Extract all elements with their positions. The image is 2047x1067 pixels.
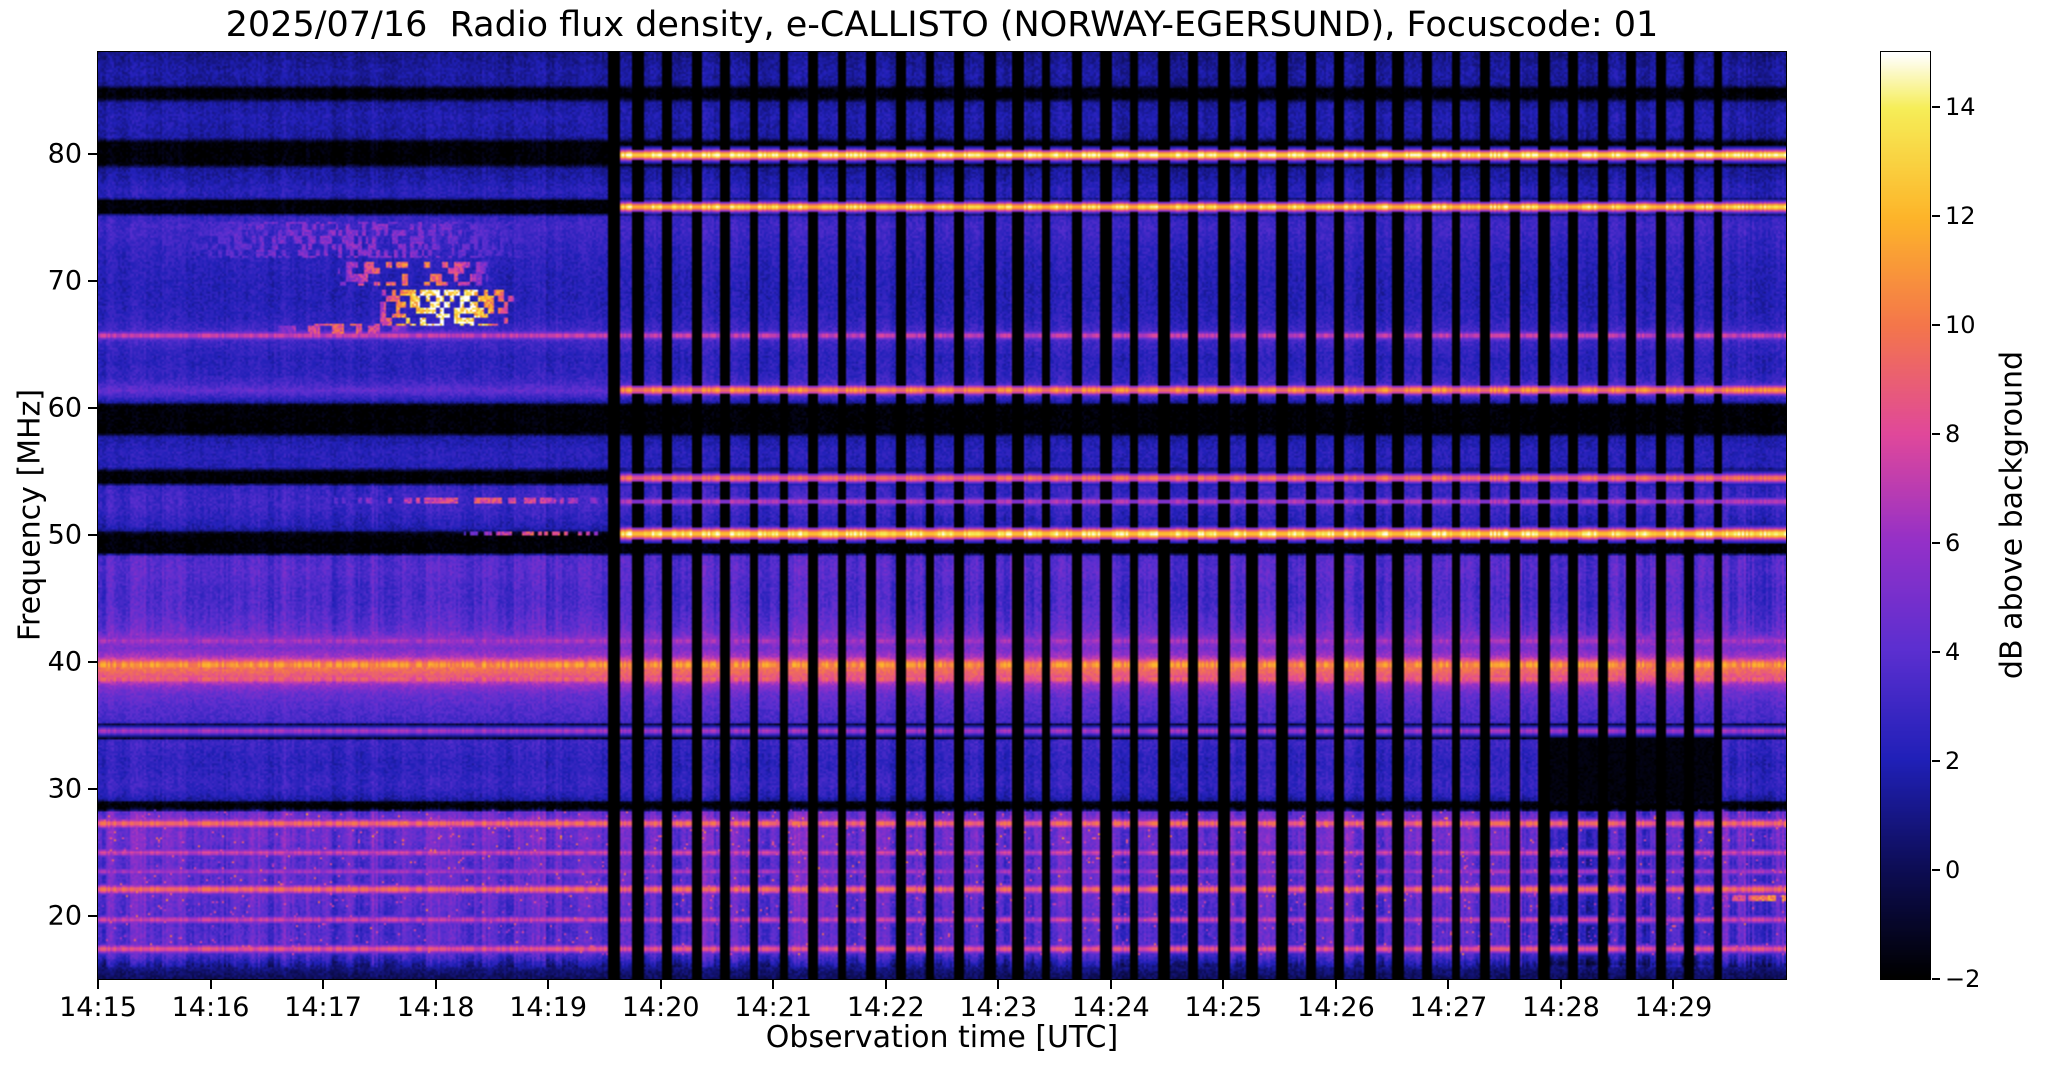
x-tick-label: 14:27 bbox=[1409, 992, 1488, 1023]
x-tick-mark bbox=[1447, 980, 1450, 989]
colorbar-tick-label: −2 bbox=[1945, 965, 1981, 993]
colorbar-tick-label: 2 bbox=[1945, 746, 1961, 775]
y-tick-mark bbox=[88, 152, 97, 155]
x-tick-mark bbox=[1334, 980, 1337, 989]
colorbar bbox=[1880, 51, 1931, 980]
y-tick-mark bbox=[88, 914, 97, 917]
x-tick-label: 14:25 bbox=[1184, 992, 1263, 1023]
x-tick-label: 14:26 bbox=[1296, 992, 1375, 1023]
colorbar-tick-mark bbox=[1932, 214, 1940, 217]
y-tick-label: 60 bbox=[47, 392, 82, 424]
y-tick-mark bbox=[88, 279, 97, 282]
y-tick-mark bbox=[88, 533, 97, 536]
x-axis-label: Observation time [UTC] bbox=[765, 1020, 1119, 1055]
x-tick-label: 14:19 bbox=[509, 992, 588, 1023]
colorbar-tick-label: 0 bbox=[1945, 855, 1961, 884]
x-tick-mark bbox=[1559, 980, 1562, 989]
x-tick-label: 14:29 bbox=[1634, 992, 1713, 1023]
colorbar-tick-label: 12 bbox=[1945, 201, 1976, 230]
colorbar-tick-mark bbox=[1932, 432, 1940, 435]
x-tick-mark bbox=[997, 980, 1000, 989]
x-tick-label: 14:28 bbox=[1522, 992, 1600, 1023]
x-tick-mark bbox=[209, 980, 212, 989]
y-tick-label: 30 bbox=[47, 773, 82, 805]
spectrogram-heatmap bbox=[98, 52, 1786, 979]
x-tick-mark bbox=[1672, 980, 1675, 989]
x-tick-label: 14:24 bbox=[1071, 992, 1150, 1023]
y-tick-label: 70 bbox=[47, 265, 82, 297]
colorbar-tick-mark bbox=[1932, 105, 1940, 108]
colorbar-tick-label: 10 bbox=[1945, 310, 1976, 339]
x-tick-label: 14:18 bbox=[396, 992, 475, 1023]
colorbar-tick-mark bbox=[1932, 541, 1940, 544]
colorbar-gradient bbox=[1881, 52, 1930, 979]
x-tick-label: 14:15 bbox=[59, 992, 137, 1023]
x-tick-label: 14:17 bbox=[284, 992, 362, 1023]
y-tick-label: 80 bbox=[47, 138, 82, 170]
x-tick-label: 14:21 bbox=[734, 992, 813, 1023]
colorbar-tick-mark bbox=[1932, 323, 1940, 326]
colorbar-tick-label: 8 bbox=[1945, 419, 1961, 448]
x-tick-mark bbox=[547, 980, 550, 989]
colorbar-tick-label: 6 bbox=[1945, 528, 1961, 557]
colorbar-tick-mark bbox=[1932, 868, 1940, 871]
plot-area bbox=[97, 51, 1787, 980]
x-tick-mark bbox=[1109, 980, 1112, 989]
x-tick-mark bbox=[434, 980, 437, 989]
x-tick-label: 14:16 bbox=[171, 992, 250, 1023]
colorbar-label: dB above background bbox=[1994, 350, 2030, 680]
colorbar-tick-label: 14 bbox=[1945, 92, 1976, 121]
y-tick-mark bbox=[88, 660, 97, 663]
colorbar-tick-mark bbox=[1932, 759, 1940, 762]
x-tick-label: 14:20 bbox=[621, 992, 700, 1023]
x-tick-label: 14:22 bbox=[846, 992, 925, 1023]
x-tick-mark bbox=[659, 980, 662, 989]
y-tick-label: 50 bbox=[47, 519, 82, 551]
colorbar-tick-mark bbox=[1932, 978, 1940, 980]
chart-title: 2025/07/16 Radio flux density, e-CALLIST… bbox=[225, 5, 1659, 45]
x-tick-mark bbox=[1222, 980, 1225, 989]
y-tick-label: 40 bbox=[47, 646, 82, 678]
x-tick-mark bbox=[772, 980, 775, 989]
x-tick-mark bbox=[884, 980, 887, 989]
x-tick-mark bbox=[322, 980, 325, 989]
y-axis-label: Frequency [MHz] bbox=[12, 388, 48, 642]
y-tick-mark bbox=[88, 406, 97, 409]
colorbar-tick-mark bbox=[1932, 650, 1940, 653]
colorbar-tick-label: 4 bbox=[1945, 637, 1961, 666]
x-tick-mark bbox=[97, 980, 99, 989]
x-tick-label: 14:23 bbox=[959, 992, 1038, 1023]
y-tick-mark bbox=[88, 787, 97, 790]
y-tick-label: 20 bbox=[47, 900, 82, 931]
